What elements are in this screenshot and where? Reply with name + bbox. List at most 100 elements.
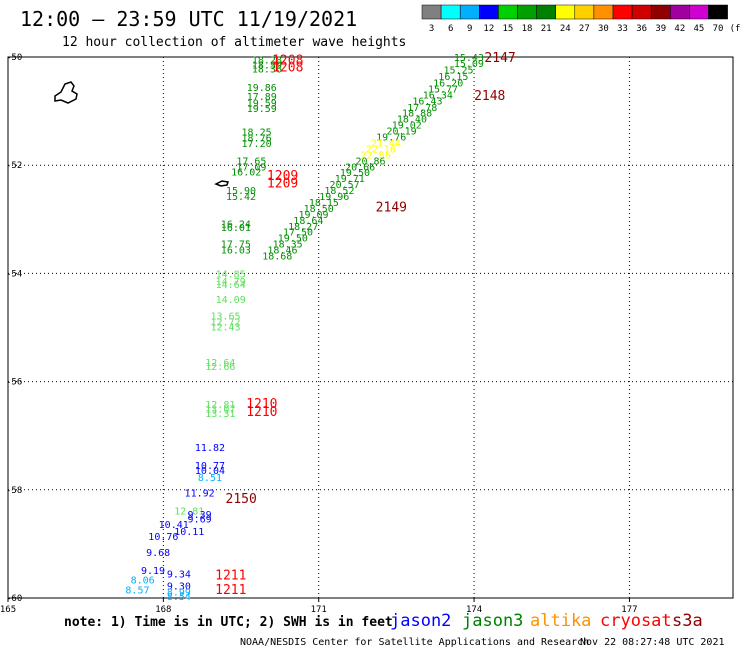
wave-height-label: 16.24 [221,220,251,231]
wave-height-label: 10.04 [195,466,225,477]
wave-height-label: 17.75 [221,240,251,251]
wave-height-label: 18.25 [242,128,272,139]
pass-time-label: 1210 [246,405,277,420]
wave-height-label: 19.86 [247,83,277,94]
pass-time-label: 2150 [226,492,257,507]
wave-height-label: 22.86 [361,150,391,161]
legend-label: 6 [448,24,453,34]
satellite-name: jason3 [462,611,523,631]
wave-height-label: 16.01 [221,223,251,234]
wave-height-label: 19.76 [376,133,406,144]
legend-swatch [631,4,652,20]
legend-swatch [555,4,576,20]
legend-label: 18 [522,24,533,34]
wave-height-label: 18.76 [242,134,272,145]
wave-height-label: 22.16 [366,144,396,155]
wave-height-label: 9.68 [146,548,170,559]
legend-label: 30 [598,24,609,34]
wave-height-label: 17.78 [407,103,437,114]
wave-height-label: 17.50 [283,228,313,239]
wave-height-label: 18.27 [288,222,318,233]
wave-height-label: 15.77 [428,84,458,95]
wave-height-label: 19.02 [392,121,422,132]
wave-height-label: 17.65 [236,156,266,167]
wave-height-label: 8.54 [167,592,191,603]
wave-height-label: 13.31 [205,409,235,420]
wave-height-label: 9.30 [167,582,191,593]
legend-label: 12 [483,24,494,34]
legend-label: 70 [713,24,724,34]
wave-height-label: 18.50 [304,204,334,215]
plot-frame [7,56,734,599]
page-title: 12:00 — 23:59 UTC 11/19/2021 [20,7,357,31]
y-tick-label: -58 [6,486,22,496]
page-subtitle: 12 hour collection of altimeter wave hei… [62,35,406,50]
pass-time-label: 1210 [246,397,277,412]
wave-height-label: 8.57 [125,585,149,596]
axis-ticks: 165 168 171 174 177 -50 -52 -54 -56 -58 -60 [0,53,638,615]
wave-height-label: 20.19 [387,127,417,138]
pass-time-label: 1211 [215,583,246,598]
wave-height-label: 18.15 [309,198,339,209]
wave-height-label: 8.06 [131,576,155,587]
wave-height-label: 18.59 [252,61,282,72]
legend-swatch [708,4,728,20]
wave-height-label: 14.85 [216,269,246,280]
wave-height-label: 17.09 [236,162,266,173]
wave-height-label: 12.43 [210,322,240,333]
legend-swatch [536,4,556,20]
wave-height-label: 21.44 [371,138,401,149]
legend-label: 36 [636,24,647,34]
wave-height-label: 9.69 [188,514,212,525]
legend-swatch [670,4,690,20]
legend-label: 27 [579,24,590,34]
x-tick-label: 165 [0,605,16,615]
legend-label: 24 [560,24,571,34]
legend-swatch [459,4,480,20]
legend-swatch [498,4,518,20]
pass-time-label: 1208 [272,54,303,69]
wave-height-label: 18.88 [402,109,432,120]
wave-height-label: 10.11 [174,527,204,538]
legend-swatch [517,4,537,20]
satellite-name: cryosat [600,611,672,631]
wave-height-label: 10.77 [195,461,225,472]
legend-swatch [440,4,461,20]
wave-height-label: 9.19 [141,566,165,577]
legend-swatch [650,4,671,20]
legend-swatch [612,4,633,20]
legend-swatch [479,4,499,20]
wave-height-label: 16.02 [231,168,261,179]
wave-height-label: 18.28 [252,56,282,67]
wave-height-label: 12.64 [205,358,235,369]
satellite-name: altika [530,611,591,631]
wave-height-label: 14.64 [216,280,246,291]
satellite-legend: jason2 jason3 altika cryosat s3a [390,611,703,631]
wave-height-label: 15.43 [454,53,484,64]
wave-height-label: 11.92 [185,489,215,500]
wave-height-label: 16.15 [438,72,468,83]
satellite-name: jason2 [390,611,451,631]
y-tick-label: -56 [6,378,22,388]
pass-time-label: 2149 [376,200,407,215]
wave-height-label: 19.50 [340,168,370,179]
y-tick-label: -60 [6,594,22,604]
wave-height-label: 19.50 [278,234,308,245]
wave-height-label: 14.09 [216,295,246,306]
legend-swatch [689,4,709,20]
pass-time-label: 1209 [267,177,298,192]
legend-swatch [574,4,595,20]
wave-height-label: 18.36 [252,64,282,75]
wave-height-label: 18.52 [324,186,354,197]
wave-height-label: 15.42 [226,192,256,203]
y-tick-label: -52 [6,161,22,171]
legend-label: 45 [694,24,705,34]
wave-height-label: 9.34 [167,570,191,581]
legend-swatch [593,4,614,20]
wave-height-label: 15.90 [226,186,256,197]
wave-height-label: 8.51 [198,473,222,484]
wave-height-label: 19.09 [298,210,328,221]
